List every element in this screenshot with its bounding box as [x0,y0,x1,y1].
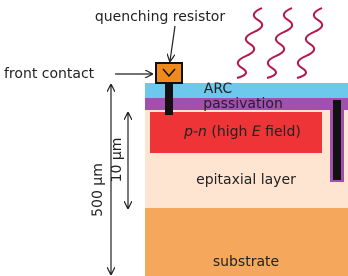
quenching-resistor [156,63,182,83]
junction-label: p-n (high E field) [162,124,314,140]
resistor-arrow [170,26,175,61]
trench-contact [333,100,341,180]
substrate-label: substrate [213,254,279,270]
front-contact-label: front contact [4,66,95,82]
epitaxial-label: epitaxial layer [196,172,296,188]
diagram: quenching resistor front contact ARC pas… [0,0,348,276]
photons [237,8,322,78]
junction-part: p-n [183,124,207,140]
junction-part: (high [207,124,252,140]
contact-via [165,83,173,115]
junction-part: E [252,124,261,140]
quenching-resistor-label: quenching resistor [95,9,226,25]
epi-thickness-label: 10 µm [109,138,125,183]
arc-label: ARC [204,81,233,97]
passivation-label: passivation [203,96,283,112]
junction-part: field) [261,124,301,140]
total-thickness-label: 500 µm [90,163,106,217]
